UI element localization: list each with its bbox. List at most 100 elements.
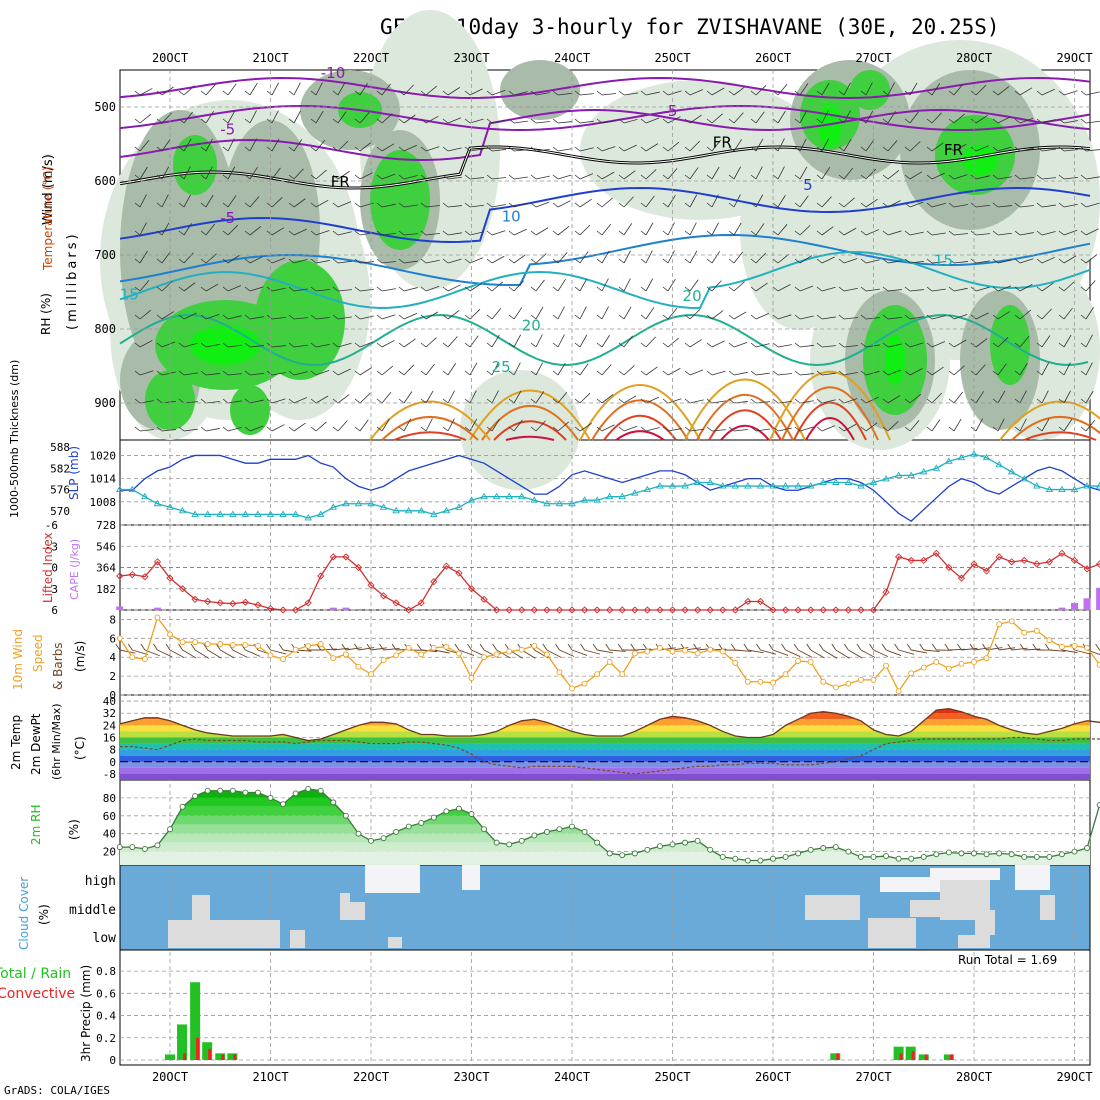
wind-barb: [1063, 255, 1077, 264]
lifted-index-point: [1008, 558, 1016, 566]
wind-barb: [975, 364, 986, 376]
precip-total-bar: [190, 982, 201, 1060]
wind-barb: [161, 86, 174, 96]
contour-label: -5: [220, 120, 235, 138]
lifted-index-point: [354, 563, 363, 572]
wind-barb-flag: [640, 258, 647, 264]
wind-barb: [931, 142, 944, 152]
wind-barb: [403, 233, 418, 236]
wind-barb-flag: [728, 370, 735, 376]
rh2m-point: [141, 845, 148, 852]
wind-barb-flag: [1036, 342, 1043, 348]
wind-barb: [337, 111, 347, 124]
wind-barb-flag: [288, 90, 295, 96]
wind-barb-flag: [1058, 370, 1065, 376]
wind-barb: [997, 205, 1012, 208]
wind-barb-flag: [750, 146, 757, 152]
wind-barb-flag: [332, 174, 339, 180]
wind-barb-flag: [376, 426, 383, 432]
wind-barb: [1019, 87, 1033, 96]
temp2m-tick: 0: [109, 756, 116, 769]
wind-barb: [161, 194, 169, 208]
wind-barb: [403, 287, 418, 292]
wind-barb-flag: [816, 370, 823, 376]
barb: [207, 649, 222, 659]
wind-barb-flag: [1014, 426, 1021, 432]
thickness-point: [857, 482, 865, 489]
wind-barb: [381, 173, 396, 180]
barb: [270, 649, 287, 655]
wind-barb-flag: [486, 90, 493, 96]
barb-flag: [730, 643, 736, 651]
wind-barb: [953, 418, 962, 432]
wind-barb-flag: [838, 370, 845, 376]
wind-barb: [579, 306, 587, 320]
wind-barb: [975, 338, 988, 348]
cape-bar: [342, 607, 350, 610]
wind-barb: [293, 288, 308, 292]
cape-bar: [354, 609, 362, 610]
wind-barb: [953, 365, 965, 376]
wind-barb: [557, 252, 568, 264]
wind-barb-flag: [750, 230, 757, 236]
barb-flag: [793, 643, 799, 651]
wind-barb: [799, 373, 814, 376]
wind-barb-flag: [662, 398, 669, 404]
wind-barb: [887, 343, 902, 348]
wind-barb-flag: [266, 370, 273, 376]
warm-arch: [1011, 416, 1100, 441]
wind-barb: [601, 171, 615, 180]
rh2m-point: [945, 849, 952, 856]
wind-barb: [887, 110, 896, 124]
wind-barb-flag: [684, 314, 691, 320]
wind-barb-flag: [178, 118, 185, 124]
thickness-point: [379, 503, 388, 510]
cloud-low-block: [958, 935, 990, 948]
wind-barb-flag: [794, 426, 801, 432]
contour-label: 15: [934, 251, 953, 269]
wind-barb-flag: [178, 286, 185, 292]
wind-barb-flag: [222, 314, 229, 320]
rh2m-point: [1008, 851, 1015, 858]
wind-barb-flag: [1036, 314, 1043, 320]
lifted-index-point: [957, 574, 966, 582]
wind-barb-flag: [530, 370, 537, 376]
thickness-point: [593, 496, 601, 503]
rh2m-point: [996, 850, 1003, 857]
wind-barb: [843, 138, 852, 152]
wind-barb: [359, 341, 374, 348]
wind-barb-flag: [750, 426, 757, 432]
wind10-units: (m/s): [73, 641, 87, 672]
wind-barb: [1019, 335, 1030, 348]
wind-barb-flag: [926, 90, 933, 96]
thickness-point: [166, 503, 174, 510]
wind-barb: [953, 83, 964, 96]
wind-barb-flag: [156, 146, 163, 152]
wind-barb-flag: [882, 202, 889, 208]
cape-bar: [229, 609, 237, 610]
wind-barb-flag: [508, 314, 515, 320]
wind-barb: [139, 340, 153, 348]
wind-barb: [579, 224, 591, 236]
wind-barb-flag: [420, 230, 427, 236]
wind10-point: [254, 642, 261, 649]
barb-flag: [467, 643, 472, 651]
wind-barb-flag: [574, 314, 581, 320]
wind-barb: [1041, 418, 1050, 432]
warm-arch: [1023, 431, 1097, 441]
wind-barb: [337, 140, 349, 152]
rh-bright-region: [962, 145, 998, 175]
wind-barb: [755, 85, 767, 96]
wind-barb-flag: [222, 174, 229, 180]
precip-total-bar: [202, 1042, 213, 1060]
cloud-level-label: middle: [69, 903, 116, 918]
wind-barb: [733, 194, 741, 208]
wind-barb-flag: [530, 90, 537, 96]
wind-barb-flag: [1080, 146, 1087, 152]
wind-barb-flag: [420, 202, 427, 208]
temp2m-line: [119, 708, 1100, 742]
wind-barb-flag: [596, 202, 603, 208]
lifted-index-point: [995, 553, 1003, 561]
wind-barb-flag: [706, 258, 713, 264]
contour-label: FR: [944, 141, 963, 159]
